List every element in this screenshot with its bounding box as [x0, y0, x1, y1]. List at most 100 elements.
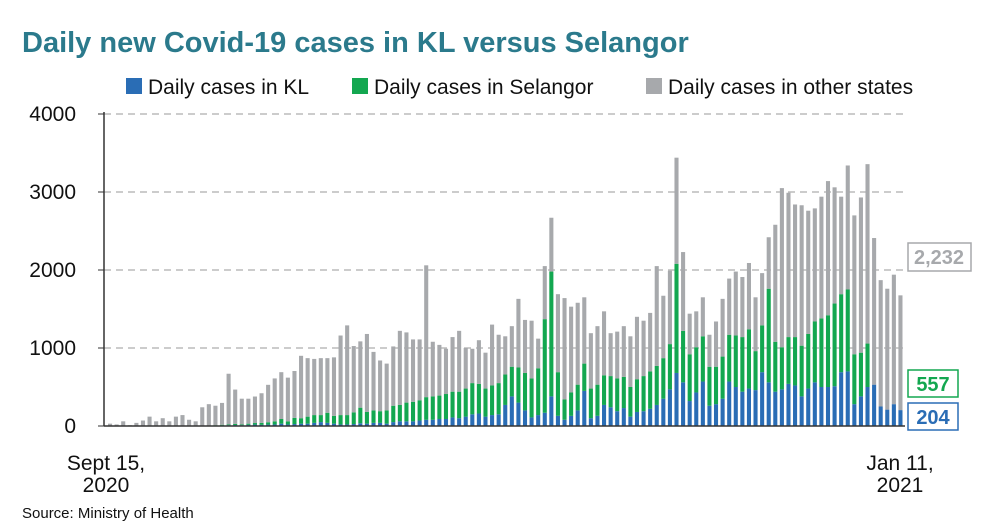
bar-other	[443, 348, 449, 395]
bar-selangor	[272, 421, 277, 425]
bar-other	[582, 297, 587, 364]
bar-selangor	[700, 336, 705, 382]
bar-other	[219, 402, 225, 425]
bar-other	[536, 338, 541, 369]
bar-selangor	[727, 334, 732, 382]
bar-selangor	[667, 344, 672, 390]
bar-selangor	[219, 424, 225, 426]
bar-selangor	[410, 401, 416, 422]
x-end-label-line2: 2021	[877, 474, 924, 497]
bar-other	[681, 252, 686, 331]
bar-kl	[595, 415, 600, 426]
bar-selangor	[845, 289, 850, 372]
bar-other	[259, 393, 264, 423]
bar-other	[239, 398, 244, 425]
bar-kl	[338, 424, 343, 426]
bar-selangor	[430, 396, 435, 420]
bar-kl	[707, 405, 712, 426]
x-end-label-line1: Jan 11,	[866, 452, 933, 475]
bar-selangor	[299, 418, 304, 424]
callout-total-value: 2,232	[914, 247, 964, 269]
bar-other	[384, 363, 389, 411]
bar-kl	[806, 388, 811, 426]
bar-other	[608, 333, 613, 377]
bar-other	[753, 297, 758, 352]
bar-kl	[608, 407, 613, 426]
y-tick-label: 2000	[29, 259, 76, 282]
y-tick-label: 4000	[29, 103, 76, 126]
bar-other	[819, 196, 824, 319]
bar-selangor	[694, 347, 699, 393]
bar-selangor	[582, 363, 587, 391]
bar-other	[364, 333, 369, 412]
bar-kl	[872, 384, 877, 426]
bar-kl	[753, 390, 758, 426]
bar-selangor	[608, 376, 613, 408]
bar-other	[872, 238, 877, 385]
bar-kl	[569, 415, 574, 426]
bar-selangor	[378, 411, 383, 423]
bar-selangor	[569, 392, 574, 416]
bar-other	[292, 371, 297, 418]
bar-other	[410, 339, 416, 402]
bar-kl	[700, 381, 705, 426]
bar-kl	[430, 419, 435, 426]
bar-selangor	[358, 407, 363, 424]
bar-selangor	[674, 263, 679, 373]
bar-selangor	[799, 345, 804, 397]
bar-other	[694, 311, 699, 348]
bar-kl	[885, 409, 890, 426]
bar-selangor	[687, 354, 692, 402]
bar-selangor	[470, 383, 475, 415]
bar-other	[852, 215, 857, 355]
bar-other	[463, 348, 468, 389]
bar-kl	[536, 415, 541, 426]
bar-selangor	[312, 415, 317, 423]
legend-label-kl: Daily cases in KL	[148, 76, 309, 99]
callout-total: 2,232	[907, 242, 972, 272]
bar-other	[457, 330, 462, 392]
bar-kl	[299, 423, 304, 426]
bar-selangor	[239, 424, 244, 426]
bar-kl	[549, 396, 554, 426]
bar-selangor	[555, 372, 560, 416]
callout-kl: 204	[907, 402, 959, 431]
bar-other	[569, 306, 574, 393]
bar-other	[331, 357, 337, 416]
bar-selangor	[226, 424, 231, 426]
bar-selangor	[536, 368, 541, 416]
bar-selangor	[654, 365, 659, 405]
bar-kl	[522, 410, 528, 426]
bar-other	[266, 384, 271, 423]
bar-kl	[898, 410, 903, 426]
bar-other	[108, 423, 113, 426]
bar-kl	[832, 386, 837, 426]
y-tick-label: 3000	[29, 181, 76, 204]
bar-other	[338, 335, 343, 416]
bar-other	[615, 331, 620, 379]
bar-other	[450, 337, 455, 392]
bar-other	[272, 378, 277, 422]
bar-kl	[602, 404, 607, 426]
bar-selangor	[522, 372, 528, 411]
bar-selangor	[707, 366, 712, 406]
bar-other	[865, 164, 870, 344]
bar-kl	[760, 372, 765, 426]
bar-selangor	[733, 335, 738, 387]
bar-other	[226, 373, 231, 425]
bar-kl	[779, 389, 784, 426]
bar-kl	[588, 418, 593, 426]
bar-other	[522, 319, 528, 373]
bar-other	[898, 295, 903, 411]
bar-kl	[694, 392, 699, 426]
bar-selangor	[463, 388, 468, 417]
bar-selangor	[713, 366, 719, 405]
bar-kl	[661, 398, 666, 426]
bar-kl	[345, 424, 350, 426]
bar-other	[687, 313, 692, 355]
bar-kl	[450, 417, 455, 426]
bar-selangor	[483, 388, 488, 417]
bar-selangor	[773, 341, 778, 392]
bar-other	[299, 355, 304, 419]
bar-kl	[654, 404, 659, 426]
